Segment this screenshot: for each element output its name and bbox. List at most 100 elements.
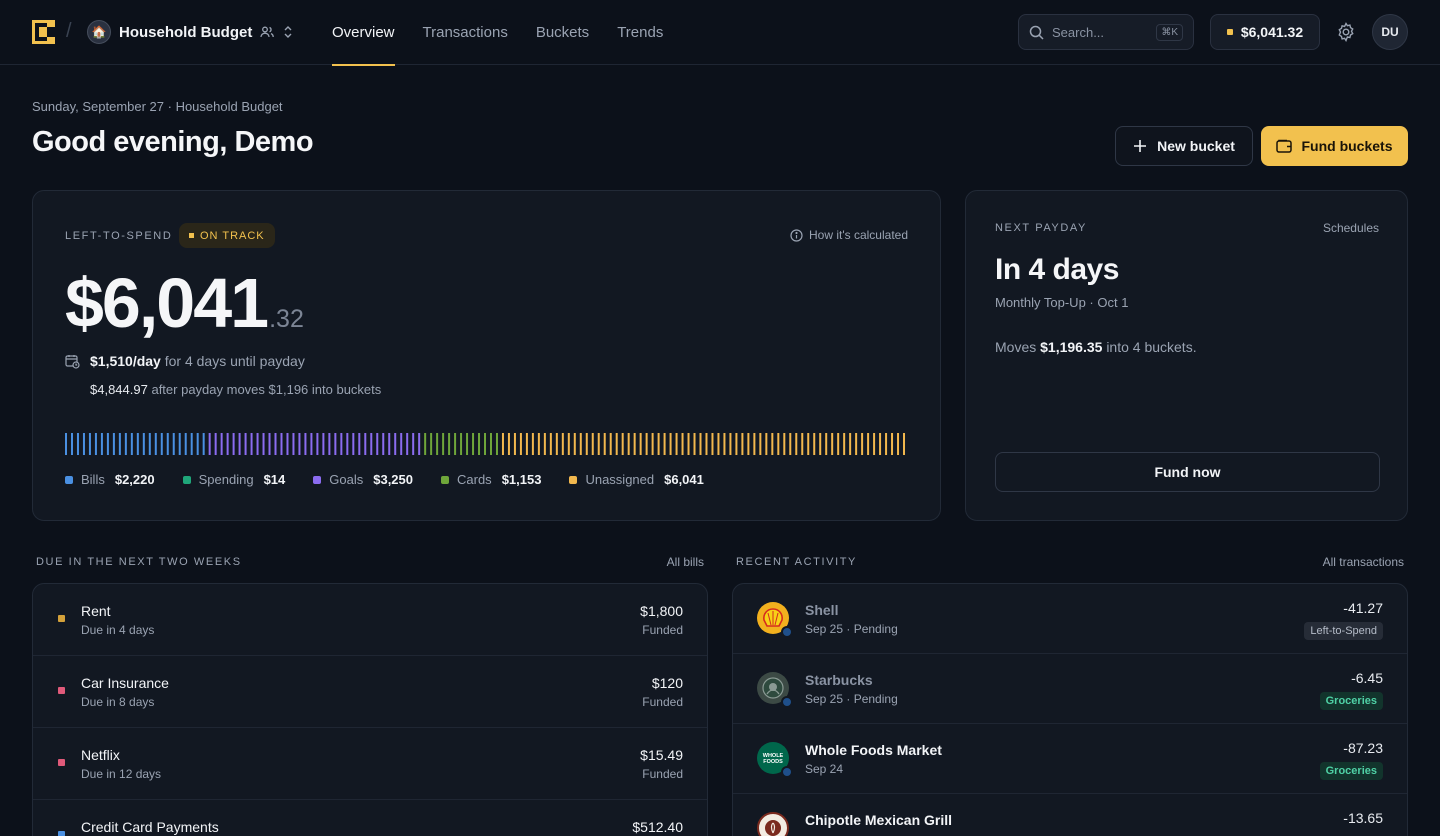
app-logo-icon[interactable] [32, 20, 55, 44]
search-shortcut: ⌘K [1156, 23, 1183, 41]
calendar-clock-icon [65, 354, 80, 369]
allocation-tick [430, 433, 433, 455]
allocation-tick [202, 433, 205, 455]
allocation-tick [657, 433, 660, 455]
transaction-amount: -13.65 [1343, 810, 1383, 826]
chevron-updown-icon [284, 26, 292, 38]
allocation-tick [573, 433, 576, 455]
top-bar: / 🏠 Household Budget Overview Transactio… [0, 0, 1440, 66]
gear-icon[interactable] [1336, 22, 1356, 42]
allocation-tick [412, 433, 415, 455]
transaction-row[interactable]: WHOLE FOODS Whole Foods Market Sep 24 -87… [733, 724, 1407, 794]
bill-row[interactable]: Car Insurance Due in 8 days $120 Funded [33, 656, 707, 728]
whole-foods-logo-icon: WHOLE FOODS [757, 742, 793, 778]
search-input[interactable] [1052, 24, 1142, 40]
payday-subtitle: Monthly Top-Up · Oct 1 [995, 295, 1129, 310]
legend-label: Cards [457, 472, 492, 487]
allocation-tick [849, 433, 852, 455]
allocation-tick [513, 433, 516, 455]
fund-now-button[interactable]: Fund now [995, 452, 1380, 492]
allocation-tick [831, 433, 834, 455]
workspace-switcher[interactable]: 🏠 Household Budget [87, 20, 294, 44]
allocation-tick [903, 433, 906, 455]
allocation-tick [669, 433, 672, 455]
transaction-amount: -41.27 [1343, 600, 1383, 616]
allocation-tick [777, 433, 780, 455]
after-payday-amount: $4,844.97 [90, 382, 148, 397]
allocation-tick [196, 433, 199, 455]
allocation-tick [160, 433, 163, 455]
transaction-row[interactable]: Chipotle Mexican Grill -13.65 [733, 794, 1407, 836]
plus-icon [1134, 140, 1147, 152]
activity-list: Shell Sep 25 · Pending -41.27 Left-to-Sp… [732, 583, 1408, 836]
bills-list: Rent Due in 4 days $1,800 Funded Car Ins… [32, 583, 708, 836]
left-to-spend-card: LEFT-TO-SPEND ON TRACK How it's calculat… [32, 190, 941, 521]
allocation-tick [711, 433, 714, 455]
allocation-tick [130, 433, 133, 455]
bucket-tag[interactable]: Left-to-Spend [1304, 622, 1383, 640]
legend-label: Bills [81, 472, 105, 487]
allocation-tick [394, 433, 397, 455]
allocation-tick [358, 433, 361, 455]
allocation-tick [591, 433, 594, 455]
allocation-tick [729, 433, 732, 455]
allocation-tick [567, 433, 570, 455]
bill-amount: $512.40 [632, 819, 683, 835]
account-badge-icon [781, 696, 793, 708]
allocation-tick [118, 433, 121, 455]
bill-row[interactable]: Rent Due in 4 days $1,800 Funded [33, 584, 707, 656]
allocation-tick [220, 433, 223, 455]
allocation-tick [615, 433, 618, 455]
user-avatar[interactable]: DU [1372, 14, 1408, 50]
allocation-tick [382, 433, 385, 455]
allocation-tick [172, 433, 175, 455]
allocation-tick [82, 433, 85, 455]
balance-dot [1226, 29, 1233, 35]
allocation-tick [507, 433, 510, 455]
bucket-tag[interactable]: Groceries [1319, 762, 1383, 780]
bill-color-dot [58, 615, 65, 622]
nav-transactions[interactable]: Transactions [422, 24, 508, 41]
bill-name: Car Insurance [81, 675, 169, 691]
bill-amount: $15.49 [640, 747, 683, 763]
bill-row[interactable]: Credit Card Payments $512.40 [33, 800, 707, 836]
legend-value: $6,041 [664, 472, 704, 487]
allocation-tick [651, 433, 654, 455]
allocation-tick [699, 433, 702, 455]
fund-buckets-button[interactable]: Fund buckets [1261, 126, 1408, 166]
bucket-tag[interactable]: Groceries [1319, 692, 1383, 710]
allocation-tick [549, 433, 552, 455]
schedules-link[interactable]: Schedules [1322, 221, 1379, 235]
transaction-row[interactable]: Starbucks Sep 25 · Pending -6.45 Groceri… [733, 654, 1407, 724]
legend-bills: Bills $2,220 [65, 472, 155, 487]
new-bucket-button[interactable]: New bucket [1115, 126, 1253, 166]
merchant-name: Starbucks [805, 672, 873, 688]
nav-trends[interactable]: Trends [617, 24, 664, 41]
allocation-tick [166, 433, 169, 455]
allocation-tick [705, 433, 708, 455]
allocation-tick [723, 433, 726, 455]
bill-row[interactable]: Netflix Due in 12 days $15.49 Funded [33, 728, 707, 800]
per-day-amount: $1,510/day [90, 353, 161, 369]
bill-amount: $120 [651, 675, 683, 691]
allocation-tick [466, 433, 469, 455]
how-calculated-link[interactable]: How it's calculated [790, 228, 908, 242]
balance-pill[interactable]: $6,041.32 [1210, 14, 1320, 50]
search-box[interactable]: ⌘K [1018, 14, 1194, 50]
all-bills-link[interactable]: All bills [666, 555, 704, 569]
workspace-home-icon: 🏠 [87, 20, 111, 44]
transaction-row[interactable]: Shell Sep 25 · Pending -41.27 Left-to-Sp… [733, 584, 1407, 654]
allocation-tick [579, 433, 582, 455]
all-transactions-link[interactable]: All transactions [1322, 555, 1404, 569]
amount-cents: .32 [269, 305, 304, 333]
bill-name: Rent [81, 603, 111, 619]
allocation-tick [717, 433, 720, 455]
info-icon [790, 228, 803, 242]
nav-buckets[interactable]: Buckets [535, 24, 590, 41]
allocation-tick [214, 433, 217, 455]
allocation-tick [645, 433, 648, 455]
allocation-tick [735, 433, 738, 455]
allocation-tick [436, 433, 439, 455]
allocation-tick [112, 433, 115, 455]
nav-overview[interactable]: Overview [332, 0, 395, 66]
